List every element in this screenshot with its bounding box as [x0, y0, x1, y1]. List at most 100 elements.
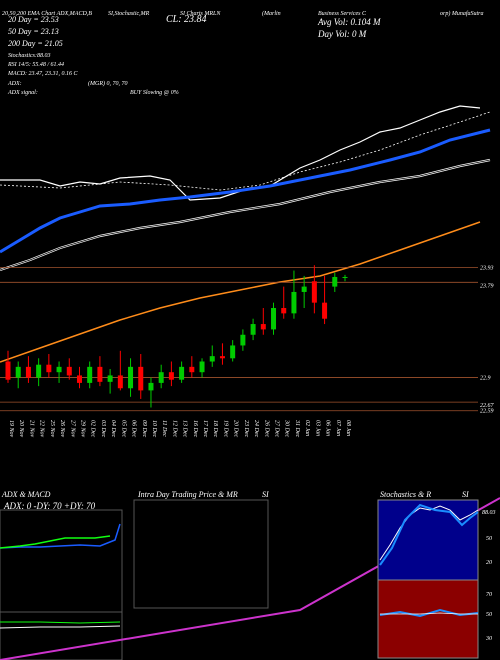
candle-body — [5, 361, 11, 380]
x-tick-label: 19 Dec — [222, 420, 228, 437]
rsi-tick: 70 — [486, 592, 492, 598]
candle-body — [97, 366, 103, 382]
title-part: SI Charts MRLN — [180, 11, 221, 17]
x-tick-label: 23 Dec — [243, 420, 249, 437]
candle-body — [291, 291, 297, 314]
stoch-k — [379, 505, 479, 561]
adx-values: ADX: 0 -DY: 70 +DY: 70 — [3, 501, 96, 511]
x-tick-label: 27 Dec — [274, 420, 280, 437]
adx-signal: ADX signal: — [7, 90, 38, 96]
candle-body — [66, 366, 72, 376]
adx-panel — [0, 509, 123, 660]
panel-title: Intra Day Trading Price & MR — [137, 490, 238, 499]
adx-line — [0, 523, 121, 549]
y-tick-label: 22.67 — [480, 403, 495, 409]
y-tick-label: 23.93 — [480, 265, 494, 271]
candle-body — [250, 324, 256, 335]
signal: BUY Slowing @ 0% — [130, 90, 179, 96]
stoch-tick: 88.03 — [482, 510, 496, 516]
intraday-panel — [133, 499, 269, 609]
rsi-avg — [380, 612, 478, 615]
rsi-panel — [377, 579, 479, 659]
candle-body — [76, 375, 82, 383]
candle-body — [87, 366, 93, 383]
price-line — [0, 105, 481, 201]
candle-body — [322, 302, 328, 319]
stat: MACD: 23.47, 23.31, 0.16 C — [7, 70, 78, 77]
x-tick-label: 09 Dec — [141, 420, 147, 437]
panel-title: SI — [262, 490, 269, 499]
x-tick-label: 26 Dec — [263, 420, 269, 437]
title-part: SI,Stochastic,MR — [108, 11, 150, 17]
ema50-inner — [0, 159, 491, 271]
candle-body — [301, 286, 307, 292]
x-tick-label: 11 Dec — [161, 420, 167, 437]
candle-body — [15, 366, 21, 378]
rsi-line — [379, 608, 479, 618]
candle-body — [219, 356, 225, 359]
x-tick-label: 22 Nov — [39, 420, 45, 438]
day-vol: Day Vol: 0 M — [317, 29, 367, 39]
x-tick-label: 25 Nov — [49, 420, 55, 438]
y-tick-label: 22.9 — [480, 376, 491, 382]
candle-body — [25, 366, 31, 378]
x-tick-label: 03 Jan — [314, 420, 320, 436]
candle-body — [148, 382, 154, 391]
macd-signal — [0, 625, 121, 629]
x-tick-label: 12 Dec — [171, 420, 177, 437]
x-tick-label: 02 Dec — [90, 420, 96, 437]
candle-body — [209, 356, 215, 362]
ma-line — [0, 111, 491, 191]
candle-body — [117, 375, 123, 389]
stat: RSI 14/5: 55.48 / 61.44 — [7, 61, 64, 68]
rsi-tick: 50 — [486, 612, 492, 618]
stat: 20 Day = 23.53 — [8, 15, 59, 24]
x-tick-label: 05 Dec — [120, 420, 126, 437]
rsi-tick: 30 — [485, 636, 492, 642]
close: CL: 23.84 — [166, 14, 207, 25]
x-tick-label: 10 Dec — [151, 420, 157, 437]
stat: Stochastics:88.03 — [8, 53, 51, 59]
stoch-tick: 50 — [486, 536, 492, 542]
x-tick-label: 20 Nov — [18, 420, 24, 438]
x-tick-label: 30 Dec — [284, 419, 290, 437]
candle-body — [46, 364, 52, 373]
ema20 — [0, 128, 491, 254]
candle-body — [107, 375, 113, 382]
x-tick-label: 27 Nov — [69, 420, 75, 438]
candle-body — [281, 308, 287, 314]
x-tick-label: 31 Dec — [294, 419, 300, 437]
x-tick-label: 08 Jan — [345, 420, 351, 436]
x-tick-label: 18 Dec — [212, 420, 218, 437]
panel-title: Stochastics & R — [380, 490, 431, 499]
x-tick-label: 03 Dec — [100, 420, 106, 437]
x-tick-label: 21 Nov — [28, 420, 34, 438]
x-tick-label: 13 Dec — [182, 420, 188, 437]
candle-body — [56, 366, 62, 373]
candle-body — [271, 308, 277, 330]
panel-title: ADX & MACD — [1, 490, 51, 499]
y-tick-label: 23.79 — [480, 283, 494, 289]
candle-body — [128, 366, 134, 389]
x-tick-label: 19 Nov — [8, 420, 14, 438]
x-tick-label: 07 Jan — [335, 420, 341, 436]
avg-vol: Avg Vol: 0.104 M — [317, 17, 381, 27]
candle-body — [189, 366, 195, 373]
stat: 50 Day = 23.13 — [8, 27, 59, 36]
macd-line — [0, 621, 121, 624]
candle-body — [240, 334, 246, 346]
mgr: (MGR) 0, 70, 70 — [88, 80, 128, 87]
candle-body — [199, 361, 205, 373]
candle-body — [332, 276, 338, 287]
candle-body — [230, 345, 236, 359]
title-part: Business Services C — [318, 11, 367, 17]
title-part: orp) MunafaSutra — [440, 10, 484, 17]
candle-body — [342, 276, 348, 278]
y-tick-label: 22.59 — [480, 409, 494, 415]
di-line — [0, 535, 111, 549]
candle-body — [168, 372, 174, 380]
candle-body — [138, 366, 144, 391]
stat: 200 Day = 21.05 — [8, 39, 63, 48]
ema200 — [0, 221, 481, 363]
